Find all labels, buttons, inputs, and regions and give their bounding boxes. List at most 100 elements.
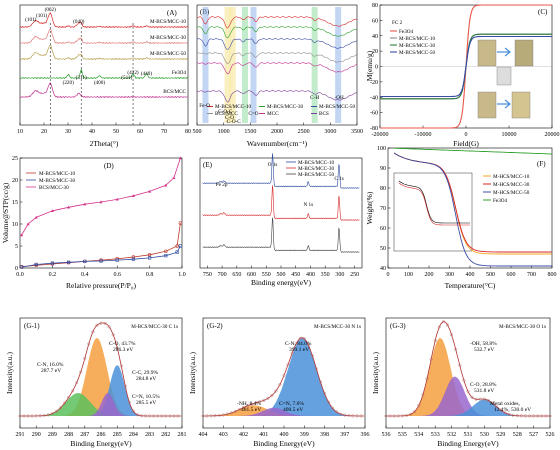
panel-g1-envelope-line <box>20 322 182 417</box>
panel-c-ylabel: M(emu/g) <box>365 50 374 81</box>
panel-d-xtick-label: 0.2 <box>49 272 57 278</box>
panel-g2-peak-value: 399.1 eV <box>289 347 309 353</box>
panel-f-xlabel: Temperature(°C) <box>445 281 496 290</box>
panel-g3-data-point <box>532 414 536 418</box>
panel-a-legend-label: Fe3O4 <box>172 70 187 76</box>
panel-g1-peak-area <box>20 393 182 416</box>
panel-g3-data-point <box>437 325 441 329</box>
panel-f-legend-label: M-HCS/MCC-30 <box>493 182 530 188</box>
panel-e-peak-label: Fe 2p <box>216 182 228 188</box>
panel-g1-data-point <box>67 395 71 399</box>
panel-c-xtick-label: 20000 <box>545 132 560 138</box>
panel-b-band-label: C-O <box>225 115 234 121</box>
panel-d-point <box>83 259 87 264</box>
panel-a-series-line <box>19 82 188 99</box>
panel-d-ytick-label: 10 <box>12 222 18 228</box>
panel-g2-peak-area <box>203 407 365 416</box>
panel-g3-peak-value: 531.8 eV <box>474 388 494 394</box>
panel-f-legend-label: M-HCS/MCC-50 <box>493 190 530 196</box>
panel-d-point <box>164 249 168 253</box>
panel-f-xtick-label: 200 <box>425 272 434 278</box>
panel-d-point <box>178 244 182 248</box>
panel-g2-data-point <box>306 343 310 347</box>
panel-g3-xtick-label: 532 <box>447 432 456 438</box>
panel-g2-peak-label: C-N, 84.0% <box>285 341 312 347</box>
panel-g1-data-point <box>103 321 107 325</box>
panel-g1-data-point <box>131 409 135 413</box>
panel-g2-xtick-label: 399 <box>300 432 309 438</box>
panel-e-xtick-label: 550 <box>262 272 271 278</box>
panel-f-ylabel: Weight(%) <box>365 191 374 224</box>
panel-g2-data-point <box>343 413 347 417</box>
panel-d-ylabel: Volume@STP(cc/g) <box>1 182 10 243</box>
panel-g3-xtick-label: 529 <box>496 432 505 438</box>
panel-g3-data-point <box>388 414 392 418</box>
panel-g2-data-point <box>327 400 331 404</box>
panel-g1-xtick-label: 284 <box>129 432 138 438</box>
panel-b-legend-label: BCS <box>319 111 329 117</box>
panel-b-series-line <box>196 26 357 39</box>
panel-g1-data-point <box>46 413 50 417</box>
panel-d-point <box>26 222 30 226</box>
panel-g1-data-point <box>50 412 54 416</box>
panel-g3-xtick-label: 531 <box>464 432 473 438</box>
panel-g2-data-point <box>241 406 245 410</box>
panel-g2-xlabel: Binding Energy(eV) <box>253 439 315 448</box>
panel-d-point <box>148 189 152 193</box>
panel-g2-data-point <box>351 414 355 418</box>
panel-g3-data-point <box>519 414 523 418</box>
panel-a-peak-label: (002) <box>45 6 57 13</box>
panel-g3-data-point <box>478 397 482 401</box>
panel-d-point <box>164 254 168 258</box>
panel-d-point <box>34 215 38 219</box>
panel-d-point <box>131 255 136 259</box>
panel-f-series-line <box>393 152 552 267</box>
panel-b-xtick-label: 2000 <box>271 129 283 135</box>
panel-d-point <box>34 262 38 267</box>
panel-g1-data-point <box>119 364 123 368</box>
panel-d-ytick-label: 15 <box>12 200 18 206</box>
panel-g1-data-point <box>152 414 156 418</box>
panel-g1-data-point <box>123 384 127 388</box>
panel-g1-peak-area <box>20 393 182 416</box>
panel-e-xtick-label: 400 <box>306 272 315 278</box>
panel-a-peak-label: (311) <box>76 74 87 81</box>
panel-b-band-label: C-O-C <box>227 119 242 125</box>
panel-g1-data-point <box>160 414 164 418</box>
panel-f-legend-label: Fe3O4 <box>493 198 508 204</box>
panel-g3-xlabel: Binding Energy(eV) <box>437 439 499 448</box>
panel-a-xtick-label: 30 <box>65 129 71 135</box>
panel-d-point <box>50 209 54 212</box>
panel-g3-xtick-label: 528 <box>513 432 522 438</box>
panel-g3-peak-label: Metal oxides, <box>490 401 521 407</box>
panel-a-legend-label: BCS/MCC <box>163 89 186 95</box>
panel-d-xtick-label: 1.0 <box>178 272 186 278</box>
panel-a-series-line <box>19 67 189 80</box>
panel-e-peak-label: C 1s <box>334 176 343 182</box>
panel-g3-data-point <box>474 397 478 401</box>
panel-e-xtick-label: 350 <box>321 272 330 278</box>
panel-g1-xtick-label: 283 <box>145 432 154 438</box>
panel-b-band <box>335 7 342 123</box>
panel-g1-xtick-label: 287 <box>80 432 89 438</box>
panel-e-peak-label: N 1s <box>303 202 313 208</box>
panel-g1-data-point <box>99 321 103 325</box>
panel-f-frame <box>387 147 553 269</box>
panel-d-frame <box>19 157 183 269</box>
panel-g3-peak-value: 532.7 eV <box>474 347 494 353</box>
panel-g1-xtick-label: 289 <box>48 432 57 438</box>
panel-g2-data-point <box>286 363 290 367</box>
panel-d-point <box>147 253 152 257</box>
panel-d-point <box>50 261 54 265</box>
panel-c-xtick-label: -20000 <box>372 132 389 138</box>
panel-b-series-line <box>196 38 357 50</box>
panel-g3-data-point <box>544 414 548 418</box>
panel-g3-data-point <box>429 357 433 361</box>
panel-f-xtick-label: 300 <box>445 272 454 278</box>
panel-g3-data-point <box>528 414 532 418</box>
panel-g1-xtick-label: 291 <box>16 432 25 438</box>
panel-f-xtick-label: 400 <box>466 272 475 278</box>
panel-g2-data-point <box>246 404 250 408</box>
panel-d-point <box>175 250 179 254</box>
panel-g3-data-point <box>507 412 511 416</box>
